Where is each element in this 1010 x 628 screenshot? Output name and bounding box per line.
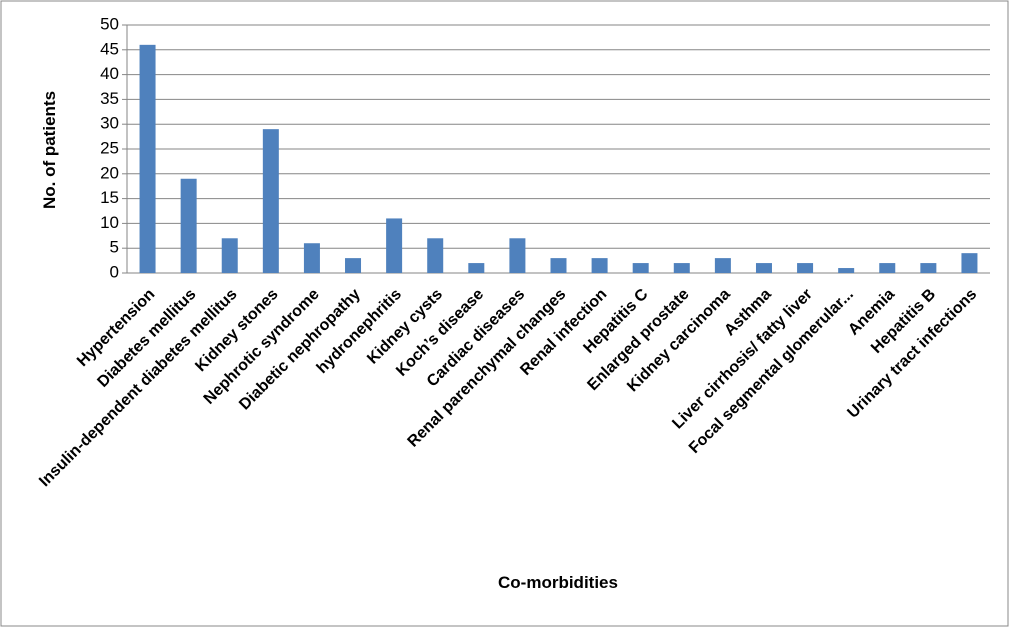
bar — [961, 253, 978, 273]
y-tick-label: 45 — [100, 39, 119, 58]
y-tick-label: 10 — [100, 213, 119, 232]
bar — [591, 258, 608, 273]
bar — [386, 218, 403, 273]
bar — [632, 263, 649, 273]
bar — [303, 243, 320, 273]
y-tick-label: 15 — [100, 188, 119, 207]
y-axis-title: No. of patients — [40, 91, 59, 209]
bar — [550, 258, 567, 273]
bar — [714, 258, 731, 273]
bar — [797, 263, 814, 273]
bar — [180, 178, 197, 273]
x-axis-title: Co-morbidities — [498, 573, 618, 592]
bar — [139, 44, 156, 274]
y-tick-label: 20 — [100, 163, 119, 182]
bar — [838, 268, 855, 273]
bar — [221, 238, 238, 273]
bar — [879, 263, 896, 273]
bar — [755, 263, 772, 273]
y-tick-label: 30 — [100, 114, 119, 133]
bar — [509, 238, 526, 273]
bar — [262, 129, 279, 273]
y-tick-label: 0 — [110, 262, 119, 281]
y-tick-label: 40 — [100, 64, 119, 83]
y-tick-label: 5 — [110, 238, 119, 257]
y-tick-label: 25 — [100, 138, 119, 157]
y-tick-label: 50 — [100, 14, 119, 33]
bar — [427, 238, 444, 273]
y-tick-label: 35 — [100, 89, 119, 108]
bar — [920, 263, 937, 273]
bar — [345, 258, 362, 273]
bar — [673, 263, 690, 273]
bar — [468, 263, 485, 273]
